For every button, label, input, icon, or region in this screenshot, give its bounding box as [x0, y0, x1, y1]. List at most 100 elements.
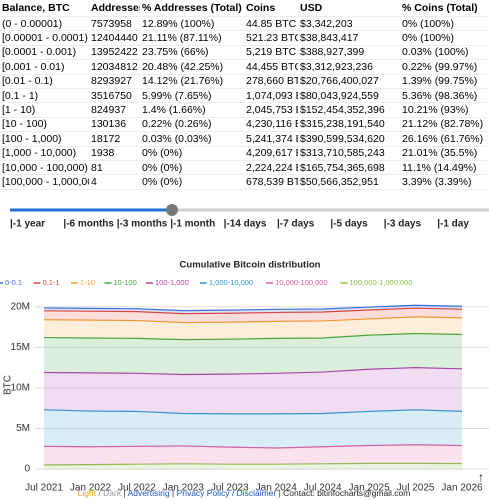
- x-tick-label: Jan 2023: [163, 483, 205, 494]
- range-option[interactable]: |-6 months: [63, 219, 114, 230]
- table-cell: $50,566,352,951: [298, 174, 400, 190]
- scroll-top-icon[interactable]: ↑: [478, 470, 484, 484]
- range-option[interactable]: |-1 year: [10, 219, 45, 230]
- table-cell: 130136: [89, 117, 140, 133]
- table-cell: 12.89% (100%): [140, 16, 244, 32]
- table-cell: 26.16% (61.76%): [400, 131, 489, 147]
- column-header: % Coins (Total): [400, 0, 489, 17]
- table-cell: 4,209,617 BTC: [244, 146, 298, 161]
- footer-item: |: [170, 488, 177, 498]
- table-cell: 44,455 BTC: [244, 59, 298, 75]
- legend-label[interactable]: 1,000-10,000: [209, 278, 253, 287]
- legend-label[interactable]: 0-0.1: [5, 278, 22, 287]
- area-band: [44, 367, 462, 414]
- footer-item: Light: [78, 488, 97, 498]
- table-cell: 12404440: [89, 30, 140, 46]
- series-line: [43, 316, 463, 324]
- table-cell: 7573958: [89, 16, 140, 32]
- table-cell: [1,000 - 10,000): [0, 146, 89, 161]
- column-header: Addresses: [89, 0, 140, 17]
- x-tick-label: Jul 2024: [304, 483, 342, 494]
- table-cell: 0.22% (0.26%): [140, 117, 244, 133]
- table-cell: 21.12% (82.78%): [400, 117, 489, 133]
- table-cell: [10,000 - 100,000): [0, 160, 89, 176]
- table-cell: 21.11% (87.11%): [140, 30, 244, 46]
- table-cell: $80,043,924,559: [298, 88, 400, 104]
- table-cell: 18172: [89, 131, 140, 147]
- table-cell: [0.0001 - 0.001): [0, 45, 89, 61]
- table-row: [0.001 - 0.01) 12034812 20.48% (42.25%) 44,…: [0, 59, 489, 75]
- area-band: [44, 444, 462, 466]
- range-option[interactable]: |-14 days: [224, 219, 267, 230]
- range-option[interactable]: |-5 days: [330, 219, 368, 230]
- area-band: [44, 463, 462, 470]
- table-cell: $315,238,191,540: [298, 117, 400, 133]
- series-line: [43, 444, 463, 449]
- table-cell: [100 - 1,000): [0, 131, 89, 147]
- column-header: Coins: [244, 0, 298, 17]
- table-cell: 0% (100%): [400, 16, 489, 32]
- table-cell: $3,342,203: [298, 16, 400, 32]
- range-option[interactable]: |-7 days: [277, 219, 315, 230]
- table-row: [0.01 - 0.1) 8293927 14.12% (21.76%) 278,66…: [0, 74, 489, 89]
- range-option[interactable]: |-3 days: [384, 219, 422, 230]
- x-tick-label: Jan 2025: [349, 483, 391, 494]
- table-cell: [0.00001 - 0.0001): [0, 30, 89, 46]
- range-option[interactable]: |-1 day: [437, 219, 469, 230]
- x-tick-label: Jan 2024: [256, 483, 298, 494]
- legend-label[interactable]: 10,000-100,000: [275, 278, 328, 287]
- table-cell: 1,074,093 BTC: [244, 88, 298, 104]
- legend-label[interactable]: 10-100: [113, 278, 136, 287]
- chart-title: Cumulative Bitcoin distribution: [180, 260, 321, 271]
- legend-label[interactable]: 100,000-1,000,000: [350, 278, 413, 287]
- table-cell: 678,539 BTC: [244, 174, 298, 190]
- table-row: [0.0001 - 0.001) 13952422 23.75% (66%) 5,21…: [0, 45, 489, 61]
- table-cell: 5.36% (98.36%): [400, 88, 489, 104]
- series-line: [43, 332, 463, 341]
- y-tick-label: 15M: [11, 342, 30, 353]
- distribution-table: Balance, BTC Addresses% Addresses (Total)…: [0, 0, 489, 190]
- column-header: % Addresses (Total): [140, 0, 244, 17]
- table-cell: 521.23 BTC: [244, 30, 298, 46]
- table-cell: 0% (100%): [400, 30, 489, 46]
- range-option[interactable]: |-3 months: [117, 219, 168, 230]
- area-band: [44, 316, 462, 340]
- table-cell: 5.99% (7.65%): [140, 88, 244, 104]
- table-row: [10,000 - 100,000)810% (0%)2,224,224 BTC…: [0, 160, 489, 176]
- x-tick-label: Jul 2022: [118, 483, 156, 494]
- column-header: USD: [298, 0, 400, 17]
- table-cell: $165,754,365,698: [298, 160, 400, 176]
- table-cell: 0.22% (99.97%): [400, 59, 489, 75]
- area-band: [44, 409, 462, 448]
- table-cell: 3.39% (3.39%): [400, 174, 489, 190]
- y-axis-label: BTC: [3, 375, 14, 395]
- table-cell: $152,454,352,396: [298, 102, 400, 118]
- table-cell: [0.001 - 0.01): [0, 59, 89, 75]
- table-cell: $20,766,400,027: [298, 74, 400, 89]
- legend-label[interactable]: 100-1,000: [155, 278, 189, 287]
- slider-knob[interactable]: [166, 204, 178, 216]
- header-row: Balance, BTC Addresses% Addresses (Total)…: [0, 0, 489, 17]
- table-cell: 4,230,116 BTC: [244, 117, 298, 133]
- series-line: [43, 462, 463, 466]
- x-tick-label: Jul 2025: [397, 483, 435, 494]
- footer-item: /: [96, 488, 103, 498]
- area-band: [44, 308, 462, 323]
- table-cell: $38,843,417: [298, 30, 400, 46]
- range-option[interactable]: |-1 month: [170, 219, 215, 230]
- table-cell: $313,710,585,243: [298, 146, 400, 161]
- table-cell: 12034812: [89, 59, 140, 75]
- table-cell: 0.03% (0.03%): [140, 131, 244, 147]
- legend-label[interactable]: 0.1-1: [43, 278, 60, 287]
- table-cell: 13952422: [89, 45, 140, 61]
- y-tick-label: 10M: [11, 383, 30, 394]
- legend-label[interactable]: 1-10: [80, 278, 95, 287]
- footer-item[interactable]: Advertising: [128, 488, 170, 498]
- footer-item[interactable]: Privacy Policy / Disclaimer: [177, 488, 277, 498]
- table-cell: 1.39% (99.75%): [400, 74, 489, 89]
